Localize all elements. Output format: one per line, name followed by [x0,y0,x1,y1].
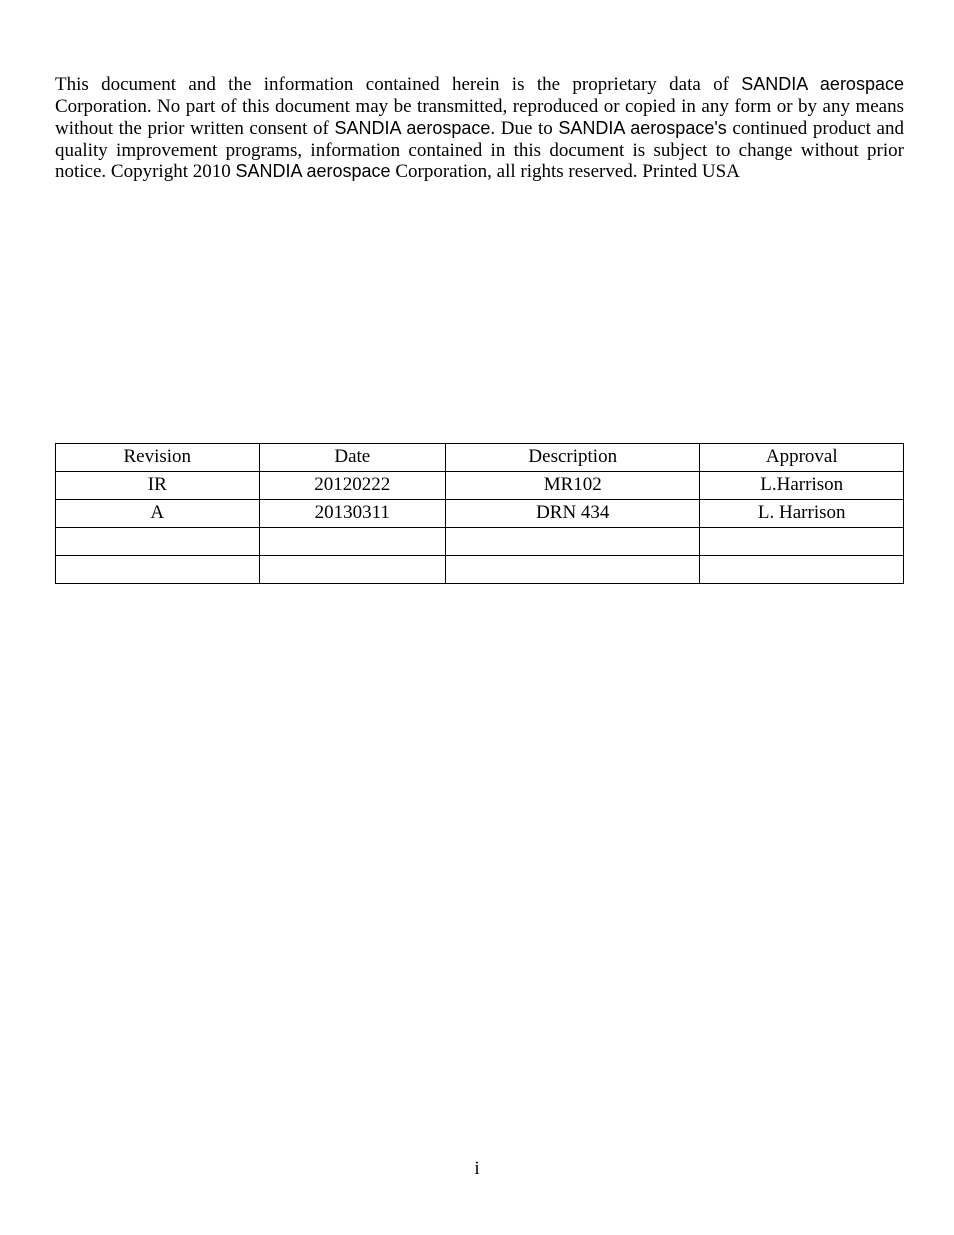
document-page: This document and the information contai… [0,0,954,1235]
table-row: A 20130311 DRN 434 L. Harrison [56,500,904,528]
cell-revision: A [56,500,260,528]
proprietary-notice: This document and the information contai… [55,74,904,183]
notice-text: This document and the information contai… [55,74,741,95]
cell-description [446,556,700,584]
table-row [56,556,904,584]
brand-name: SANDIA aerospace [334,118,490,138]
cell-date [259,528,446,556]
brand-name: SANDIA aerospace [235,161,390,181]
col-description: Description [446,444,700,472]
col-approval: Approval [700,444,904,472]
table-row: IR 20120222 MR102 L.Harrison [56,472,904,500]
brand-name: SANDIA aerospace's [558,118,726,138]
cell-revision [56,528,260,556]
cell-description: MR102 [446,472,700,500]
cell-date: 20120222 [259,472,446,500]
cell-revision: IR [56,472,260,500]
cell-approval: L. Harrison [700,500,904,528]
table-row [56,528,904,556]
col-date: Date [259,444,446,472]
notice-text: Corporation, all rights reserved. Printe… [391,161,740,182]
cell-revision [56,556,260,584]
brand-name: SANDIA aerospace [741,74,904,94]
page-number: i [0,1158,954,1180]
cell-description [446,528,700,556]
notice-text: . Due to [490,118,558,139]
cell-date [259,556,446,584]
cell-description: DRN 434 [446,500,700,528]
table-header-row: Revision Date Description Approval [56,444,904,472]
cell-approval: L.Harrison [700,472,904,500]
col-revision: Revision [56,444,260,472]
cell-approval [700,528,904,556]
cell-approval [700,556,904,584]
revision-table: Revision Date Description Approval IR 20… [55,443,904,584]
cell-date: 20130311 [259,500,446,528]
